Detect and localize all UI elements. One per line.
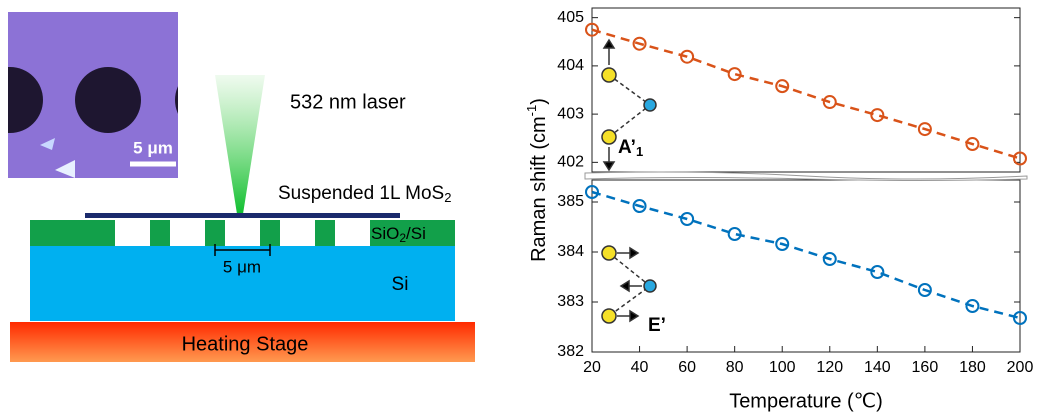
series-line (591, 28, 1021, 160)
data-point (965, 299, 980, 313)
y-tick-label: 382 (557, 343, 584, 360)
y-label-part: -1 (524, 105, 539, 117)
x-tick-label: 20 (583, 359, 601, 376)
data-point (680, 212, 695, 226)
y-tick-label: 385 (557, 193, 584, 210)
plot-frame (591, 179, 1021, 353)
x-tick-label: 200 (1007, 359, 1034, 376)
data-point (775, 79, 790, 94)
y-tick-label: 404 (557, 57, 584, 74)
laser-label: 532 nm laser (290, 91, 406, 113)
annotation-part: E’ (648, 315, 666, 336)
data-point (1013, 151, 1027, 166)
y-axis-label: Raman shift (cm-1) (524, 98, 550, 262)
x-tick-label: 80 (726, 359, 744, 376)
x-tick-label: 60 (678, 359, 696, 376)
data-point (585, 22, 599, 37)
annotation-part: 1 (636, 144, 643, 159)
device-diagram: 532 nm laser Suspended 1L MoS2 SiO2/Si 5… (10, 75, 475, 362)
x-tick-label: 180 (959, 359, 986, 376)
vibration-icons (601, 38, 657, 324)
data-point (727, 67, 742, 82)
data-point (822, 252, 837, 266)
plot-frame (591, 7, 1021, 173)
axis-break (584, 171, 1028, 181)
data-point (870, 265, 885, 279)
data-point (917, 122, 932, 137)
data-point (680, 49, 695, 64)
x-tick-label: 120 (816, 359, 843, 376)
data-point (870, 108, 885, 123)
annotation: E’ (648, 315, 666, 336)
data-point (1013, 311, 1027, 325)
x-tick-label: 160 (912, 359, 939, 376)
data-point (632, 199, 647, 213)
x-tick-label: 40 (631, 359, 649, 376)
stage-label: Heating Stage (182, 333, 309, 355)
y-tick-label: 402 (557, 154, 584, 171)
series-line (591, 190, 1021, 320)
data-point (965, 137, 980, 152)
data-point (775, 237, 790, 251)
y-tick-label: 403 (557, 105, 584, 122)
y-tick-label: 405 (557, 9, 584, 26)
hole-scale-label: 5 μm (223, 257, 261, 276)
annotation: A’1 (618, 137, 643, 159)
annotation-part: A’ (618, 137, 636, 158)
layer-label: Suspended 1L MoS2 (278, 183, 451, 205)
data-point (727, 227, 742, 241)
x-tick-label: 140 (864, 359, 891, 376)
data-point (585, 185, 599, 199)
substrate-label: Si (392, 274, 409, 295)
data-point (632, 36, 647, 51)
micrograph: 5 μm (8, 12, 178, 178)
y-label-part: ) (528, 98, 550, 105)
y-tick-label: 383 (557, 293, 584, 310)
data-point (917, 283, 932, 297)
x-axis-label: Temperature (℃) (729, 390, 883, 412)
y-label-part: Raman shift (cm (528, 116, 550, 262)
scale-label: 5 μm (133, 138, 173, 157)
x-tick-label: 100 (769, 359, 796, 376)
data-point (822, 95, 837, 110)
y-tick-label: 384 (557, 243, 584, 260)
oxide-label: SiO2/Si (371, 224, 426, 245)
